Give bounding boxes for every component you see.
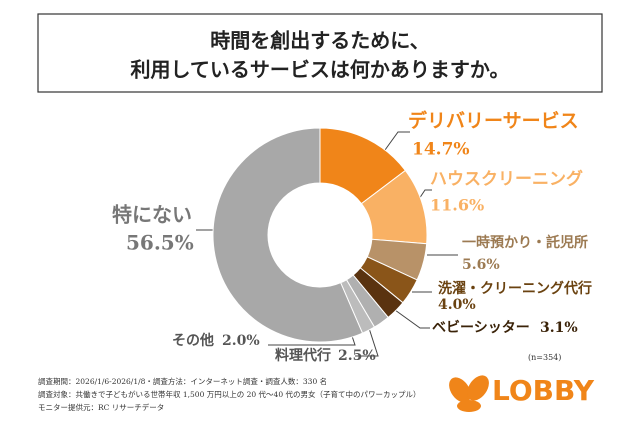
footnote: 調査期間：2026/1/6-2026/1/8・調査方法：インターネット調査・調査…	[38, 376, 327, 386]
value-label: 11.6%	[430, 196, 484, 215]
value-label: 3.1%	[540, 320, 578, 336]
footnote: モニター提供元：RC リサーチデータ	[38, 402, 164, 412]
brand-logo: LOBBY	[492, 374, 595, 407]
value-label: 2.5%	[338, 348, 376, 364]
logo-icon	[449, 375, 489, 412]
category-label: 洗濯・クリーニング代行	[438, 280, 592, 297]
footnote: 調査対象：共働きで子どもがいる世帯年収 1,500 万円以上の 20 代～40 …	[38, 389, 420, 399]
title-box	[37, 13, 603, 93]
category-label: 料理代行	[275, 347, 331, 364]
donut-slice	[212, 127, 364, 343]
value-label: 2.0%	[222, 333, 260, 349]
value-label: 14.7%	[412, 140, 470, 160]
category-label: ベビーシッター	[432, 320, 530, 336]
category-label: 特にない	[112, 203, 192, 227]
value-label: 5.6%	[462, 257, 500, 273]
chart-title: 時間を創出するために、	[210, 29, 429, 53]
category-label: ハウスクリーニング	[430, 169, 583, 190]
category-label: その他	[172, 332, 214, 349]
category-label: 一時預かり・託児所	[462, 234, 588, 251]
sample-note: (n=354)	[528, 353, 561, 362]
chart-title: 利用しているサービスは何かありますか。	[131, 58, 510, 82]
category-label: デリバリーサービス	[408, 109, 579, 132]
value-label: 56.5%	[126, 231, 194, 255]
value-label: 4.0%	[438, 297, 476, 313]
